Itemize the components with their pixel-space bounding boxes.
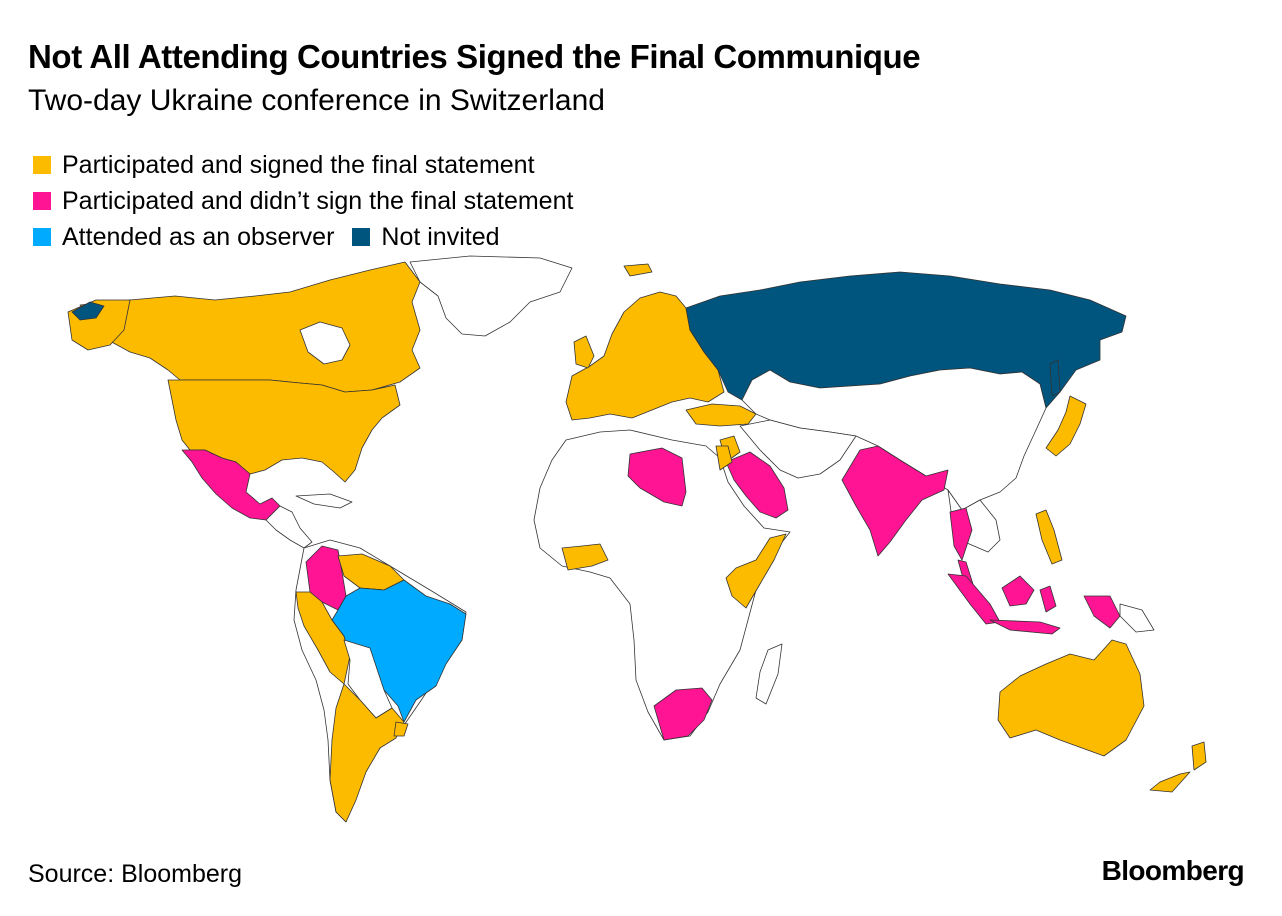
australia	[997, 639, 1145, 757]
page-subtitle: Two-day Ukraine conference in Switzerlan…	[28, 84, 605, 117]
turkey	[685, 403, 757, 427]
legend-item-not-signed: Participated and didn’t sign the final s…	[33, 187, 573, 216]
uk-ireland	[573, 335, 595, 369]
argentina-chile	[329, 683, 405, 823]
legend-swatch-observer	[33, 228, 51, 246]
legend-label-not-invited: Not invited	[381, 222, 500, 251]
legend-item-signed: Participated and signed the final statem…	[33, 151, 535, 180]
west-africa-signed	[561, 543, 609, 571]
caribbean	[295, 493, 353, 509]
indonesia-java	[989, 619, 1061, 635]
legend-row: Participated and signed the final statem…	[33, 147, 591, 183]
chukotka	[71, 301, 105, 321]
east-africa-signed	[725, 533, 787, 609]
iceland	[623, 263, 653, 277]
egypt-israel	[715, 445, 733, 471]
new-zealand	[1149, 741, 1207, 793]
png	[1119, 603, 1155, 633]
sakhalin	[1049, 359, 1061, 397]
source-note: Source: Bloomberg	[28, 860, 243, 888]
madagascar	[755, 643, 783, 705]
legend-swatch-signed	[33, 156, 51, 174]
middle-east	[739, 419, 857, 479]
greenland	[409, 255, 573, 337]
indonesia-borneo	[1001, 575, 1035, 607]
page-title: Not All Attending Countries Signed the F…	[28, 38, 921, 75]
world-map	[67, 255, 1207, 823]
legend-swatch-not-invited	[352, 228, 371, 246]
philippines	[1035, 509, 1063, 565]
ecuador-peru	[295, 591, 351, 685]
legend-label-signed: Participated and signed the final statem…	[62, 150, 535, 179]
papua	[1083, 595, 1121, 629]
legend-row: Participated and didn’t sign the final s…	[33, 183, 591, 219]
legend: Participated and signed the final statem…	[33, 147, 591, 255]
hudson-bay	[299, 321, 351, 365]
legend-swatch-not-signed	[33, 192, 51, 210]
india	[841, 445, 949, 557]
legend-item-not-invited: Not invited	[352, 222, 500, 252]
mexico	[181, 449, 281, 521]
central-america	[265, 505, 313, 549]
japan	[1045, 395, 1087, 457]
south-africa	[653, 687, 713, 741]
saudi-arabia	[725, 451, 789, 519]
thailand	[949, 507, 973, 561]
legend-item-observer: Attended as an observer	[33, 223, 334, 252]
legend-label-observer: Attended as an observer	[62, 222, 335, 251]
libya	[627, 447, 687, 507]
legend-row: Attended as an observer Not invited	[33, 219, 591, 255]
uruguay	[393, 721, 409, 737]
canada	[79, 261, 421, 393]
indonesia-sumatra	[947, 573, 1001, 625]
legend-label-not-signed: Participated and didn’t sign the final s…	[62, 186, 574, 215]
indonesia-sulawesi	[1039, 585, 1057, 613]
bloomberg-logo: Bloomberg	[1101, 855, 1245, 886]
